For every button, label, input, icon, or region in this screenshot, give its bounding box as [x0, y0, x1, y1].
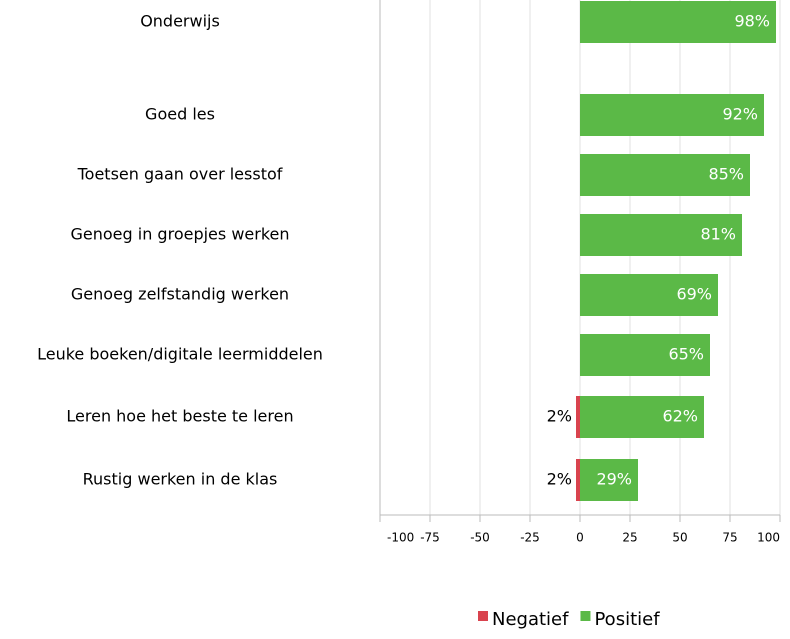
- bar: [580, 396, 704, 438]
- bar: [580, 1, 776, 43]
- bar: [576, 459, 580, 501]
- category-label: Toetsen gaan over lesstof: [77, 165, 283, 184]
- bar: [580, 274, 718, 316]
- bar: [580, 334, 710, 376]
- x-tick-label: 50: [672, 531, 687, 545]
- bar: [580, 154, 750, 196]
- value-label: 98%: [734, 12, 770, 31]
- x-tick-label: 0: [576, 531, 584, 545]
- value-label: 69%: [676, 285, 712, 304]
- value-label: 2%: [547, 470, 572, 489]
- x-tick-label: 100: [757, 531, 780, 545]
- category-label: Leren hoe het beste te leren: [66, 407, 293, 426]
- value-label: 29%: [596, 470, 632, 489]
- value-label: 92%: [722, 105, 758, 124]
- bar: [580, 459, 638, 501]
- legend-label: Positief: [594, 609, 660, 630]
- value-label: 2%: [547, 407, 572, 426]
- x-tick-label: -100: [387, 531, 414, 545]
- bar: [576, 396, 580, 438]
- legend-label: Negatief: [492, 609, 569, 630]
- x-tick-label: -50: [470, 531, 490, 545]
- x-tick-label: -75: [420, 531, 440, 545]
- category-label: Goed les: [145, 105, 215, 124]
- category-label: Rustig werken in de klas: [83, 470, 278, 489]
- x-tick-label: 75: [722, 531, 737, 545]
- legend-swatch: [580, 611, 591, 621]
- legend-swatch: [478, 611, 488, 621]
- x-tick-label: -25: [520, 531, 540, 545]
- category-label: Genoeg in groepjes werken: [71, 225, 290, 244]
- bar: [580, 214, 742, 256]
- value-label: 65%: [668, 345, 704, 364]
- value-label: 81%: [700, 225, 736, 244]
- x-tick-label: 25: [622, 531, 637, 545]
- bar: [580, 94, 764, 136]
- value-label: 62%: [662, 407, 698, 426]
- category-label: Leuke boeken/digitale leermiddelen: [37, 345, 323, 364]
- value-label: 85%: [708, 165, 744, 184]
- category-label: Genoeg zelfstandig werken: [71, 285, 289, 304]
- category-label: Onderwijs: [140, 12, 220, 31]
